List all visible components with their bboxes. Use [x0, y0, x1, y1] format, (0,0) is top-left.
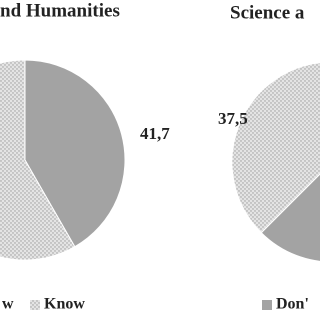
data-label: 41,7 [140, 124, 170, 143]
legend-swatch [262, 300, 272, 310]
legend-swatch [30, 300, 40, 310]
chart-title: Science a [230, 2, 305, 23]
chart-title: nd Humanities [0, 0, 120, 21]
legend-label: w [2, 296, 14, 313]
pie-slice [0, 59, 76, 261]
legend-label: Know [44, 296, 85, 313]
legend-label: Don' [276, 296, 309, 313]
data-label: 37,5 [218, 109, 248, 128]
pie-slice [24, 59, 126, 248]
pie-slice [260, 173, 320, 262]
pie-slice [231, 62, 320, 234]
